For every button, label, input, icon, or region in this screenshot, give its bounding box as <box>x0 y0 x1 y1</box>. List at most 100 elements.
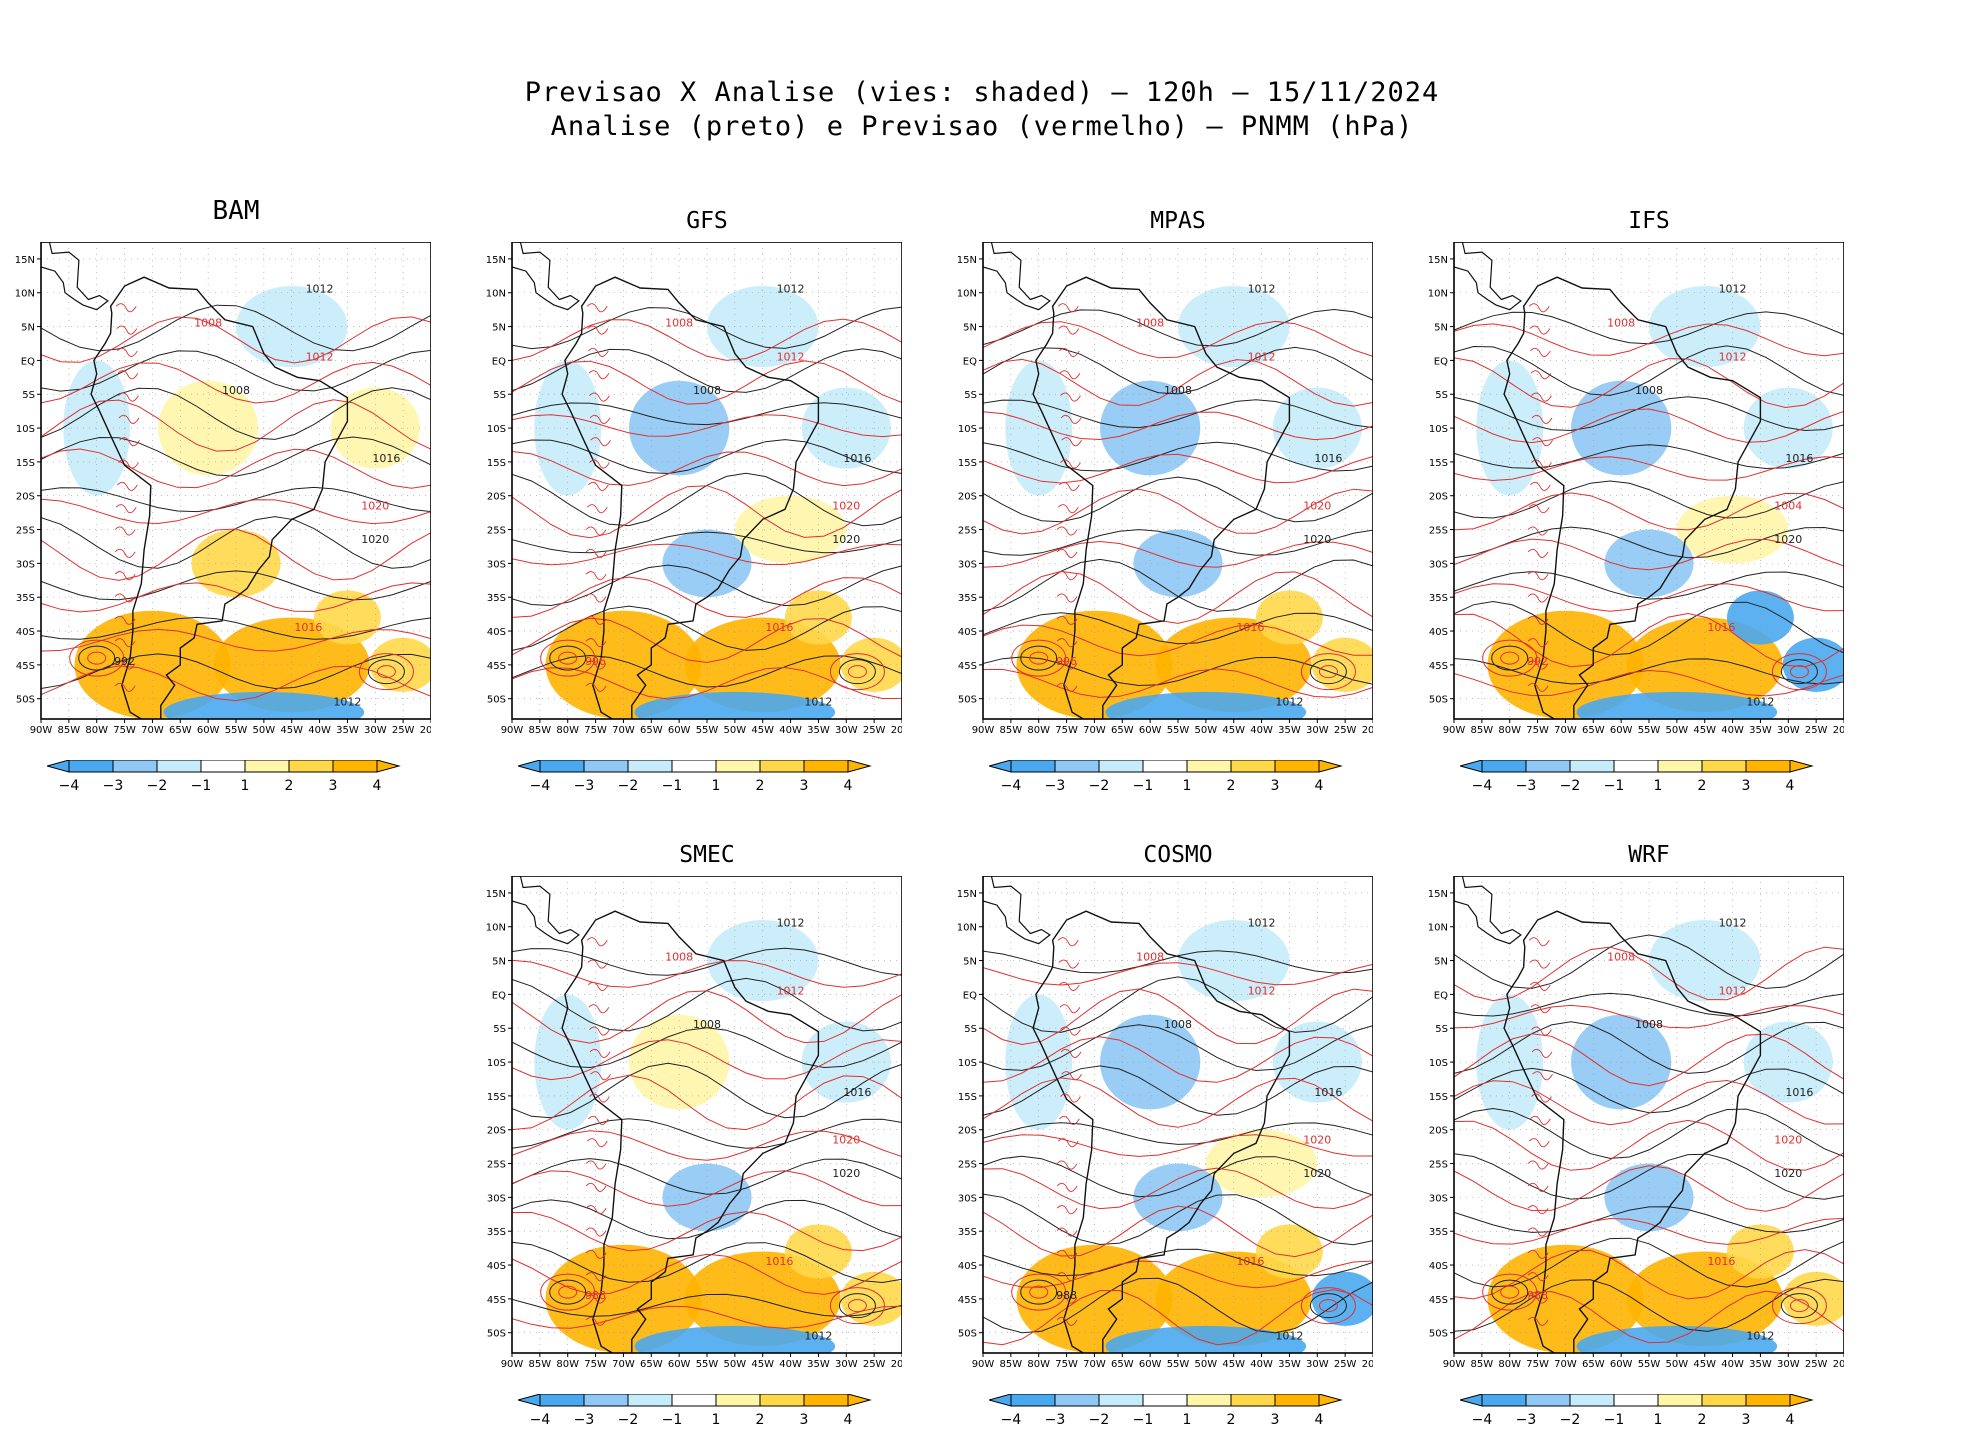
isobar-low <box>1491 645 1529 671</box>
lat-tick-label: 10S <box>487 424 506 435</box>
isobar-forecast <box>1454 946 1844 1002</box>
bias-region <box>191 529 281 598</box>
lon-tick-label: 20W <box>420 725 431 736</box>
contour-label: 1012 <box>1719 917 1747 930</box>
coastline-south-america <box>1032 910 1291 1353</box>
lon-tick-label: 85W <box>529 1359 552 1370</box>
coastline-south-america <box>1503 276 1762 719</box>
colorbar-label: 2 <box>1698 1412 1707 1428</box>
isobar-analysis <box>512 605 902 651</box>
lon-tick-label: 55W <box>1638 1359 1661 1370</box>
isobar-low <box>1309 659 1347 685</box>
lon-tick-label: 80W <box>556 725 579 736</box>
lat-tick-label: 15S <box>1429 1092 1448 1103</box>
contour-label: 1008 <box>1164 384 1192 397</box>
lat-tick-label: 50S <box>1429 695 1448 706</box>
isobar-forecast <box>585 1205 607 1215</box>
bias-region <box>684 1251 841 1347</box>
colorbar-label: −2 <box>147 778 168 794</box>
map-svg: 1012 1008 1016 1020 1012 1016 1020 1008 1012 988 9… <box>1428 876 1844 1370</box>
isobar-analysis <box>512 1241 902 1284</box>
lon-tick-label: 90W <box>30 725 53 736</box>
isobar-low <box>1482 1273 1538 1311</box>
colorbar-bin <box>200 760 246 773</box>
isobar-forecast <box>1454 1165 1844 1212</box>
lon-tick-label: 30W <box>364 725 387 736</box>
isobar-analysis <box>983 612 1373 645</box>
isobar-low <box>1771 1287 1827 1325</box>
isobar-forecast <box>1061 437 1082 447</box>
lat-tick-label: 20S <box>487 492 506 503</box>
isobar-forecast <box>983 1077 1373 1128</box>
isobar-low <box>838 659 876 685</box>
colorbar-bin <box>1230 760 1276 773</box>
contour-label: 1008 <box>1164 1018 1192 1031</box>
isobar-forecast <box>41 582 431 613</box>
bias-region <box>1604 1163 1694 1232</box>
colorbar-label: 3 <box>800 778 809 794</box>
coastline-south-america <box>1032 276 1291 719</box>
isobar-low <box>376 665 396 679</box>
isobar-analysis <box>512 564 902 607</box>
lon-tick-label: 60W <box>1610 1359 1633 1370</box>
lon-tick-label: 20W <box>1833 1359 1844 1370</box>
colorbar-bin <box>1142 1394 1188 1407</box>
colorbar-label: 4 <box>1786 1412 1795 1428</box>
colorbar-label: 4 <box>1315 1412 1324 1428</box>
bias-region <box>163 691 365 719</box>
isobar-analysis <box>1454 1021 1844 1074</box>
lat-tick-label: 5S <box>22 390 35 401</box>
colorbar-bin <box>1701 760 1747 773</box>
lat-tick-label: 10S <box>16 424 35 435</box>
contour-label: 1008 <box>665 951 693 964</box>
lat-tick-label: 30S <box>958 559 977 570</box>
isobar-forecast <box>1057 1138 1079 1148</box>
lon-tick-label: 35W <box>1278 725 1301 736</box>
colorbar-label: 3 <box>1271 1412 1280 1428</box>
colorbar-bin <box>671 1394 717 1407</box>
contour-label: 1012 <box>1248 984 1276 997</box>
contour-label: 1020 <box>832 533 860 546</box>
lat-tick-label: EQ <box>1434 990 1448 1001</box>
lon-tick-label: 85W <box>1000 725 1023 736</box>
isobar-analysis <box>1454 1278 1844 1332</box>
isobar-forecast <box>1530 1004 1552 1014</box>
isobar-forecast <box>1454 583 1844 612</box>
lon-tick-label: 20W <box>1362 1359 1373 1370</box>
lon-tick-label: 25W <box>1334 725 1357 736</box>
lon-tick-label: 75W <box>1526 1359 1549 1370</box>
isobar-analysis <box>512 439 902 475</box>
lon-tick-label: 45W <box>1222 1359 1245 1370</box>
isobar-forecast <box>1529 959 1551 969</box>
bias-region <box>1105 691 1307 719</box>
isobar-forecast <box>114 571 136 581</box>
bias-region <box>1205 495 1318 564</box>
isobar-forecast <box>586 937 608 947</box>
isobar-forecast <box>1527 682 1549 692</box>
isobar-forecast <box>115 303 137 313</box>
isobar-forecast <box>587 325 609 335</box>
isobar-forecast <box>1057 504 1079 514</box>
isobar-forecast <box>512 576 902 618</box>
isobar-forecast <box>590 437 611 447</box>
colorbar-bin <box>759 760 805 773</box>
lon-tick-label: 25W <box>1805 1359 1828 1370</box>
isobar-forecast <box>115 504 137 514</box>
lat-tick-label: 40S <box>487 627 506 638</box>
isobar-forecast <box>1531 414 1553 424</box>
isobar-forecast <box>512 1039 902 1081</box>
isobar-forecast <box>1060 459 1081 469</box>
colorbar-bin <box>1098 1394 1144 1407</box>
isobar-low <box>558 651 578 665</box>
colorbar-arrow-low <box>518 1394 541 1407</box>
lat-tick-label: 20S <box>16 492 35 503</box>
contour-label: 1020 <box>832 1167 860 1180</box>
lon-tick-label: 55W <box>1167 725 1190 736</box>
lon-tick-label: 55W <box>696 1359 719 1370</box>
lon-tick-label: 60W <box>1139 1359 1162 1370</box>
isobar-forecast <box>1528 504 1550 514</box>
isobar-forecast <box>1060 392 1081 402</box>
colorbar-label: 1 <box>1654 1412 1663 1428</box>
coastline-central-america <box>1454 242 1522 311</box>
isobar-forecast <box>1531 1048 1553 1058</box>
